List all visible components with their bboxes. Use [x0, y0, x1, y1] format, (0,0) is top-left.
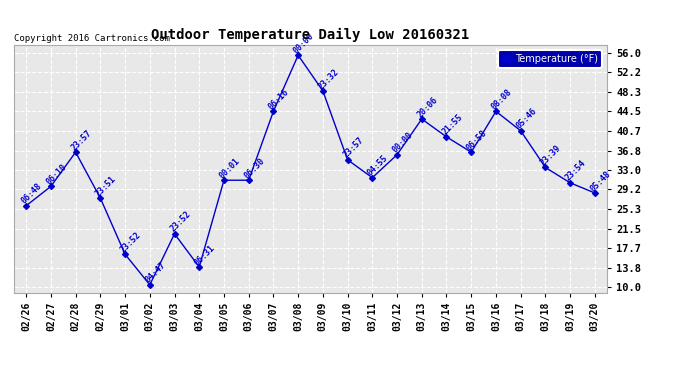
Text: 20:06: 20:06 [415, 95, 440, 119]
Text: Copyright 2016 Cartronics.com: Copyright 2016 Cartronics.com [14, 33, 170, 42]
Text: 23:57: 23:57 [69, 128, 93, 152]
Text: 23:57: 23:57 [342, 136, 365, 160]
Legend: Temperature (°F): Temperature (°F) [498, 50, 602, 68]
Text: 00:00: 00:00 [391, 130, 415, 155]
Text: 23:51: 23:51 [94, 174, 118, 198]
Text: 23:32: 23:32 [317, 67, 341, 91]
Text: 05:48: 05:48 [589, 169, 613, 193]
Text: 04:55: 04:55 [366, 154, 390, 178]
Text: 06:30: 06:30 [242, 156, 266, 180]
Text: 05:46: 05:46 [514, 107, 538, 131]
Text: 06:31: 06:31 [193, 243, 217, 267]
Text: 04:47: 04:47 [144, 261, 168, 285]
Text: 08:08: 08:08 [490, 87, 513, 111]
Text: 23:52: 23:52 [168, 210, 193, 234]
Text: 06:10: 06:10 [45, 162, 68, 186]
Text: 06:48: 06:48 [20, 182, 44, 206]
Text: 00:00: 00:00 [292, 31, 316, 55]
Text: 23:39: 23:39 [539, 143, 563, 168]
Title: Outdoor Temperature Daily Low 20160321: Outdoor Temperature Daily Low 20160321 [151, 28, 470, 42]
Text: 23:54: 23:54 [564, 159, 588, 183]
Text: 23:52: 23:52 [119, 230, 143, 254]
Text: 06:58: 06:58 [465, 128, 489, 152]
Text: 00:01: 00:01 [217, 156, 241, 180]
Text: 21:55: 21:55 [440, 113, 464, 137]
Text: 06:16: 06:16 [267, 87, 291, 111]
